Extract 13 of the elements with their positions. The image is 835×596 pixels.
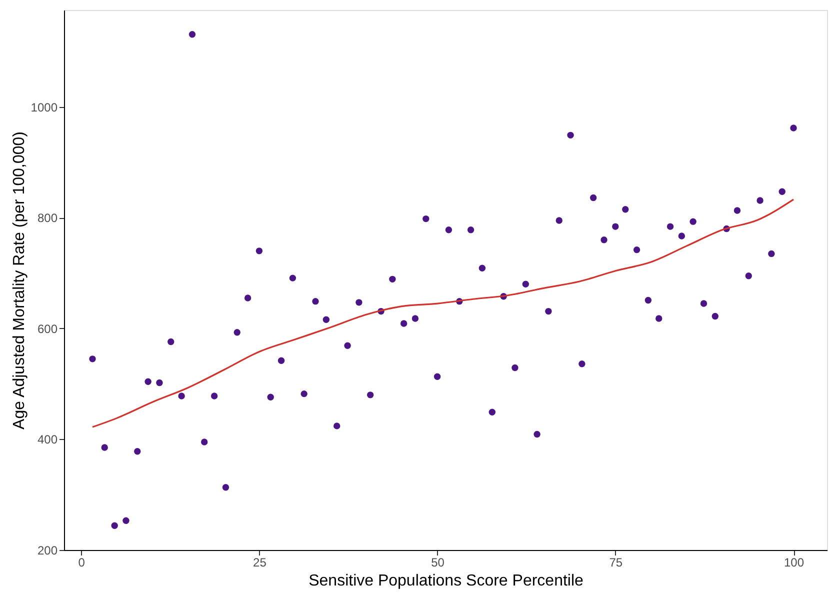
y-tick-label: 1000 [30,100,58,114]
y-tick-label: 200 [37,544,58,558]
x-tick-label: 25 [253,556,267,570]
y-tick-label: 600 [37,322,58,336]
y-axis-title: Age Adjusted Mortality Rate (per 100,000) [10,132,28,430]
x-tick-label: 100 [784,556,804,570]
x-tick-label: 0 [78,556,86,570]
x-tick-label: 75 [609,556,623,570]
line-series [92,198,794,428]
y-tick-label: 800 [37,211,58,226]
x-tick-label: 50 [431,556,445,570]
y-tick-label: 400 [37,432,58,447]
x-axis-title: Sensitive Populations Score Percentile [308,572,584,590]
